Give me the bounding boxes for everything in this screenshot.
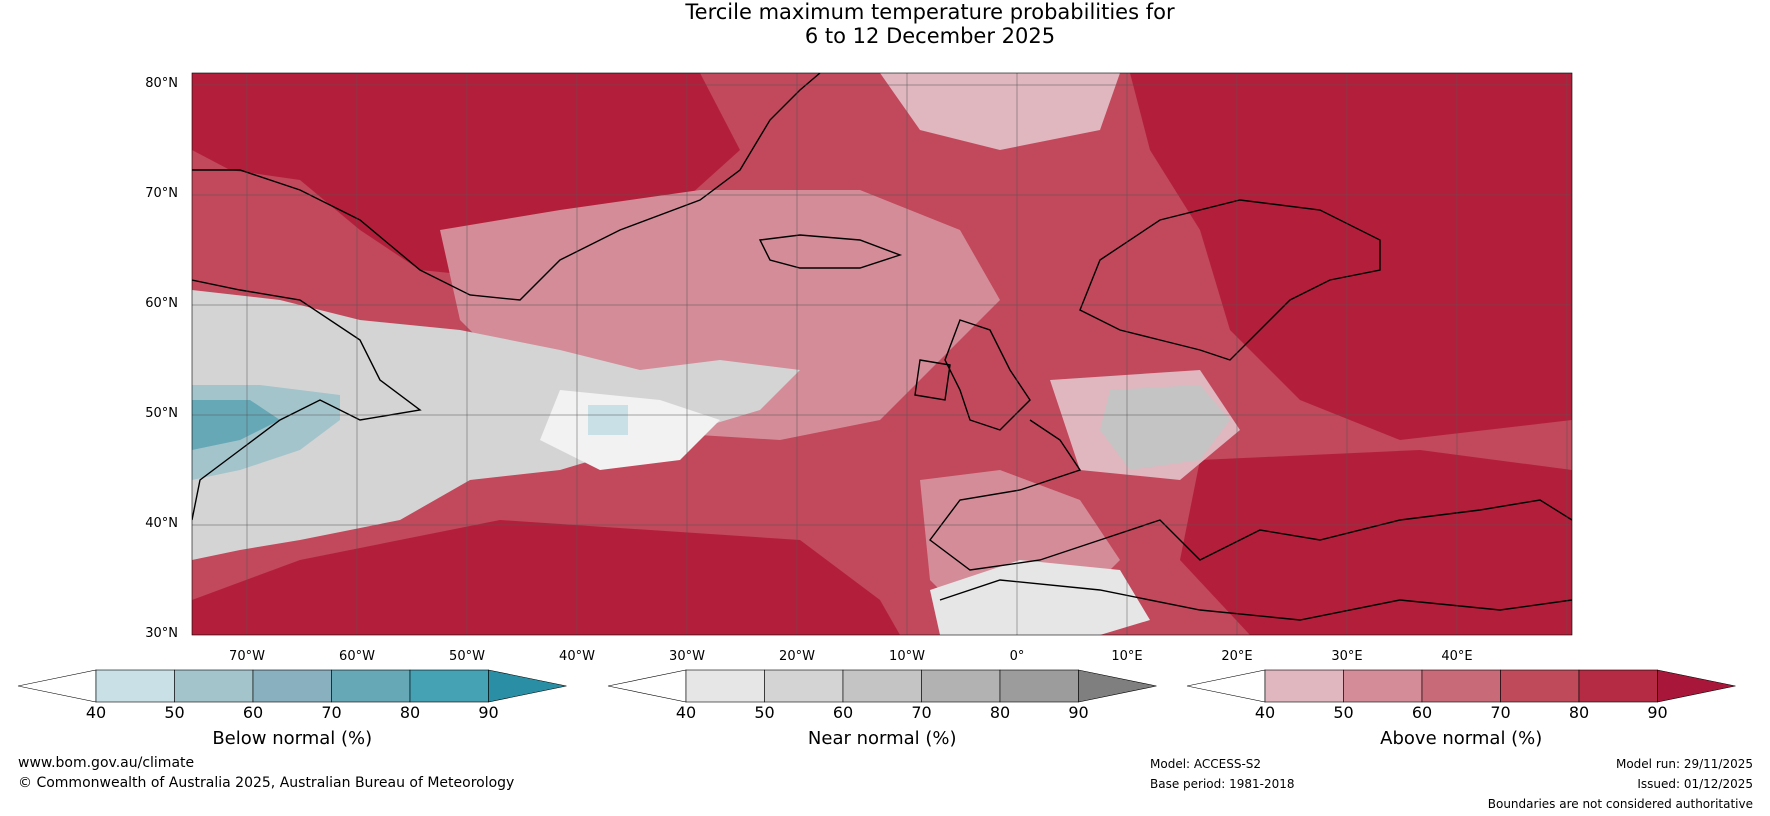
colorbar-title: Below normal (%) <box>212 728 373 749</box>
longitude-label: 70°W <box>229 649 265 664</box>
colorbar-tick-label: 50 <box>754 703 775 722</box>
footer-model-run: Model run: 29/11/2025 <box>1615 757 1753 771</box>
colorbar-tick-label: 90 <box>478 703 499 722</box>
colorbar-extend-low <box>607 669 687 703</box>
colorbar-segment <box>999 669 1079 703</box>
colorbar-extend-low <box>1186 669 1266 703</box>
colorbar-tick-label: 50 <box>164 703 185 722</box>
colorbar-tick-label: 80 <box>1568 703 1590 722</box>
map-panel <box>192 73 1572 635</box>
coast-scandinavia <box>1079 199 1381 361</box>
longitude-label: 60°W <box>339 649 375 664</box>
colorbar-tick-label: 70 <box>1490 703 1511 722</box>
longitude-label: 10°E <box>1111 649 1143 664</box>
colorbar-segment <box>1343 669 1423 703</box>
colorbars <box>17 669 1736 703</box>
colorbar-title: Near normal (%) <box>807 728 957 749</box>
colorbar-tick-label: 90 <box>1647 703 1668 722</box>
colorbar-tick-label: 70 <box>911 703 932 722</box>
longitude-label: 20°W <box>779 649 815 664</box>
coast-iceland <box>758 234 903 269</box>
colorbar-tick-label: 40 <box>1254 703 1276 722</box>
colorbar-segment <box>842 669 922 703</box>
footer-base-period: Base period: 1981-2018 <box>1150 777 1295 791</box>
latitude-label: 30°N <box>145 626 178 641</box>
colorbar-tick-label: 40 <box>675 703 697 722</box>
region-above-90-scandinavia-russia <box>1130 73 1572 440</box>
longitude-label: 40°E <box>1441 649 1473 664</box>
colorbar-extend-high <box>488 669 567 703</box>
region-near-normal-white <box>540 390 720 470</box>
footer-copyright: © Commonwealth of Australia 2025, Austra… <box>18 775 515 791</box>
latitude-label: 50°N <box>145 406 178 421</box>
region-below-normal-atlantic <box>588 405 628 435</box>
colorbar-tick-label: 90 <box>1068 703 1089 722</box>
latitude-label: 70°N <box>145 186 178 201</box>
colorbar-segment <box>331 669 411 703</box>
colorbar-segment <box>921 669 1001 703</box>
longitude-label: 40°W <box>559 649 595 664</box>
longitude-label: 30°E <box>1331 649 1363 664</box>
region-near-normal-europe <box>1100 385 1230 470</box>
region-above-50-arctic <box>880 73 1120 150</box>
footer-model: Model: ACCESS-S2 <box>1150 757 1262 771</box>
colorbar-segment <box>1578 669 1658 703</box>
chart-title: Tercile maximum temperature probabilitie… <box>0 0 1770 48</box>
colorbar-tick-label: 70 <box>321 703 342 722</box>
longitude-label: 20°E <box>1221 649 1253 664</box>
colorbar-segment <box>409 669 489 703</box>
colorbar-title: Above normal (%) <box>1380 728 1543 749</box>
colorbar-segment <box>685 669 765 703</box>
region-above-90-mediterranean <box>1180 450 1572 635</box>
longitude-label: 50°W <box>449 649 485 664</box>
colorbar-segment <box>1421 669 1501 703</box>
region-above-90-south <box>192 520 900 635</box>
colorbar-extend-low <box>17 669 97 703</box>
longitude-label: 10°W <box>889 649 925 664</box>
colorbar-segment <box>1500 669 1580 703</box>
longitude-label: 30°W <box>669 649 705 664</box>
region-near-normal-africa <box>930 560 1150 635</box>
title-line-2: 6 to 12 December 2025 <box>804 24 1056 48</box>
colorbar-segment <box>174 669 254 703</box>
latitude-label: 80°N <box>145 76 178 91</box>
region-below-normal-canada-dark <box>192 400 280 450</box>
footer-website[interactable]: www.bom.gov.au/climate <box>18 755 195 771</box>
colorbar-tick-label: 50 <box>1333 703 1354 722</box>
colorbar-segment <box>764 669 844 703</box>
colorbar-segment <box>252 669 332 703</box>
colorbar-extend-high <box>1078 669 1157 703</box>
title-line-1: Tercile maximum temperature probabilitie… <box>685 0 1175 24</box>
colorbar-tick-label: 40 <box>85 703 107 722</box>
latitude-label: 60°N <box>145 296 178 311</box>
gridlines <box>192 73 1572 635</box>
coast-uk-ireland <box>914 319 1031 431</box>
colorbar-above <box>1186 669 1736 703</box>
colorbar-tick-label: 60 <box>1411 703 1433 722</box>
colorbar-below <box>17 669 567 703</box>
coast-north-africa <box>939 579 1572 621</box>
footer-issued: Issued: 01/12/2025 <box>1637 777 1753 791</box>
colorbar-tick-label: 80 <box>399 703 421 722</box>
colorbar-tick-label: 60 <box>242 703 264 722</box>
colorbar-extend-high <box>1657 669 1736 703</box>
colorbar-tick-label: 60 <box>832 703 854 722</box>
colorbar-tick-label: 80 <box>989 703 1011 722</box>
map-frame <box>191 72 1573 636</box>
coast-europe <box>929 419 1572 571</box>
longitude-label: 0° <box>1009 649 1025 664</box>
colorbar-segment <box>1264 669 1344 703</box>
colorbar-near <box>607 669 1157 703</box>
colorbar-segment <box>95 669 175 703</box>
region-near-normal-atlantic <box>192 290 800 560</box>
latitude-label: 40°N <box>145 516 178 531</box>
footer-disclaimer: Boundaries are not considered authoritat… <box>1487 797 1753 811</box>
